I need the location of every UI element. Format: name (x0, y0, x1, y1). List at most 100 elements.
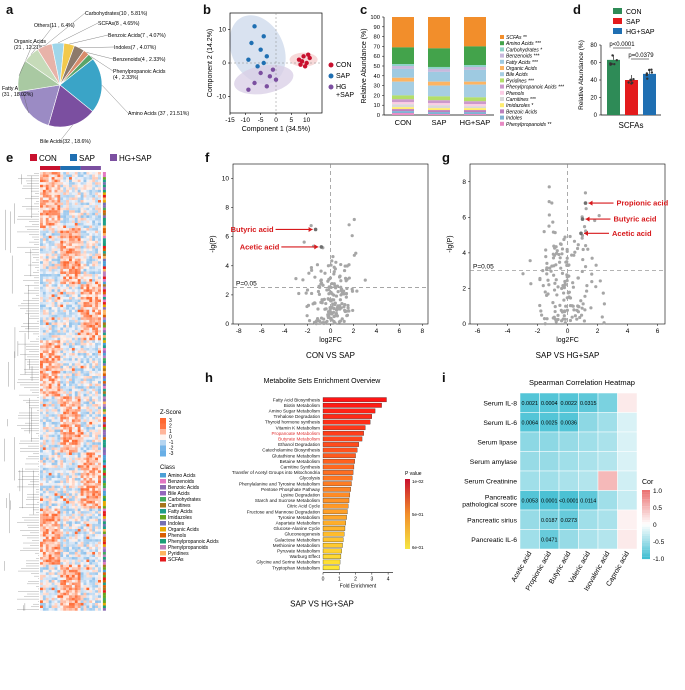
e-heat-cell (89, 429, 93, 433)
e-heat-cell (51, 406, 55, 410)
e-heat-cell (77, 557, 81, 560)
i-colorbar-cell (642, 552, 650, 555)
e-heat-cell (57, 567, 61, 570)
c-bar-segment (464, 69, 486, 82)
i-colorbar-cell (642, 513, 650, 516)
e-heat-cell (89, 350, 93, 354)
e-heat-cell (71, 590, 75, 593)
e-heat-cell (98, 444, 101, 448)
e-heat-cell (51, 391, 55, 394)
e-heat-cell (89, 546, 93, 550)
e-heat-cell (71, 174, 75, 178)
e-heat-cell (98, 493, 101, 496)
e-heat-cell (60, 488, 64, 491)
e-class-cell (102, 299, 106, 303)
e-heat-cell (60, 179, 64, 183)
e-heat-cell (77, 210, 81, 213)
e-heat-cell (69, 192, 72, 196)
e-heat-cell (48, 289, 52, 292)
e-heat-cell (66, 182, 70, 185)
volcano-point (346, 306, 350, 310)
e-class-cell (102, 258, 106, 262)
e-class-cell (102, 184, 106, 188)
e-heat-cell (45, 421, 49, 425)
e-heat-cell (54, 332, 58, 336)
e-heat-cell (45, 383, 49, 387)
e-heat-cell (60, 322, 64, 326)
pca-ylabel: Component 2 (14.2%) (207, 29, 214, 97)
e-heat-cell (86, 416, 90, 420)
e-heat-cell (74, 544, 78, 547)
e-heat-cell (74, 317, 78, 320)
e-heat-cell (45, 256, 49, 259)
e-heat-cell (71, 455, 75, 458)
e-heat-cell (80, 215, 84, 218)
e-heat-cell (89, 279, 93, 282)
e-heat-cell (89, 192, 93, 196)
h-category-label: Amino Sugar Metabolism (269, 409, 320, 414)
i-heat-cell (539, 470, 560, 491)
e-heat-cell (98, 480, 101, 484)
volcano-point (332, 282, 336, 286)
e-heat-cell (60, 235, 64, 239)
h-category-label: Glycine and Serine Metabolism (256, 560, 320, 565)
e-heat-cell (42, 261, 46, 264)
e-heat-cell (63, 276, 67, 280)
c-ytick-label: 50 (374, 64, 380, 70)
e-heat-cell (40, 485, 43, 489)
e-heat-cell (86, 373, 90, 377)
e-heat-cell (95, 373, 99, 377)
e-heat-cell (71, 457, 75, 461)
e-heat-cell (42, 577, 46, 581)
e-heat-cell (57, 202, 61, 206)
e-heat-cell (60, 437, 64, 440)
e-heat-cell (51, 223, 55, 226)
e-heat-cell (69, 200, 72, 203)
e-heat-cell (48, 529, 52, 532)
e-heat-cell (40, 526, 43, 530)
e-heat-cell (83, 187, 87, 190)
e-heat-cell (48, 228, 52, 231)
e-heat-cell (42, 602, 46, 606)
e-heat-cell (66, 289, 70, 292)
e-heat-cell (95, 327, 99, 331)
e-heat-cell (71, 335, 75, 338)
e-heat-cell (63, 309, 67, 313)
e-heat-cell (54, 217, 58, 221)
e-heat-cell (54, 327, 58, 331)
e-heat-cell (80, 470, 84, 473)
e-heat-cell (63, 223, 67, 226)
e-heat-cell (71, 304, 75, 308)
e-heat-cell (42, 182, 46, 185)
e-heat-cell (89, 416, 93, 420)
e-heat-cell (45, 330, 49, 333)
e-heat-cell (54, 569, 58, 573)
e-heat-cell (40, 314, 43, 318)
e-heat-cell (71, 368, 75, 371)
e-heat-cell (69, 411, 72, 415)
d-ytick-label: 60 (590, 61, 597, 67)
e-heat-cell (63, 411, 67, 415)
e-heat-cell (69, 493, 72, 496)
e-heat-cell (42, 432, 46, 435)
e-heat-cell (40, 523, 43, 527)
e-heat-cell (80, 534, 84, 537)
e-heat-cell (95, 539, 99, 542)
e-heat-cell (48, 551, 52, 555)
e-heat-cell (48, 314, 52, 318)
e-heat-cell (57, 314, 61, 318)
e-heat-cell (71, 559, 75, 563)
e-heat-cell (40, 595, 43, 598)
e-heat-cell (71, 386, 75, 389)
volcano-point (548, 266, 552, 270)
e-heat-cell (86, 511, 90, 514)
e-heat-cell (54, 330, 58, 333)
e-class-cell (102, 281, 106, 285)
e-heat-cell (42, 485, 46, 489)
e-heat-cell (40, 202, 43, 206)
e-heat-cell (60, 304, 64, 308)
e-class-cell (102, 416, 106, 420)
e-heat-cell (95, 274, 99, 277)
e-heat-cell (45, 335, 49, 338)
e-class-cell (102, 554, 106, 558)
